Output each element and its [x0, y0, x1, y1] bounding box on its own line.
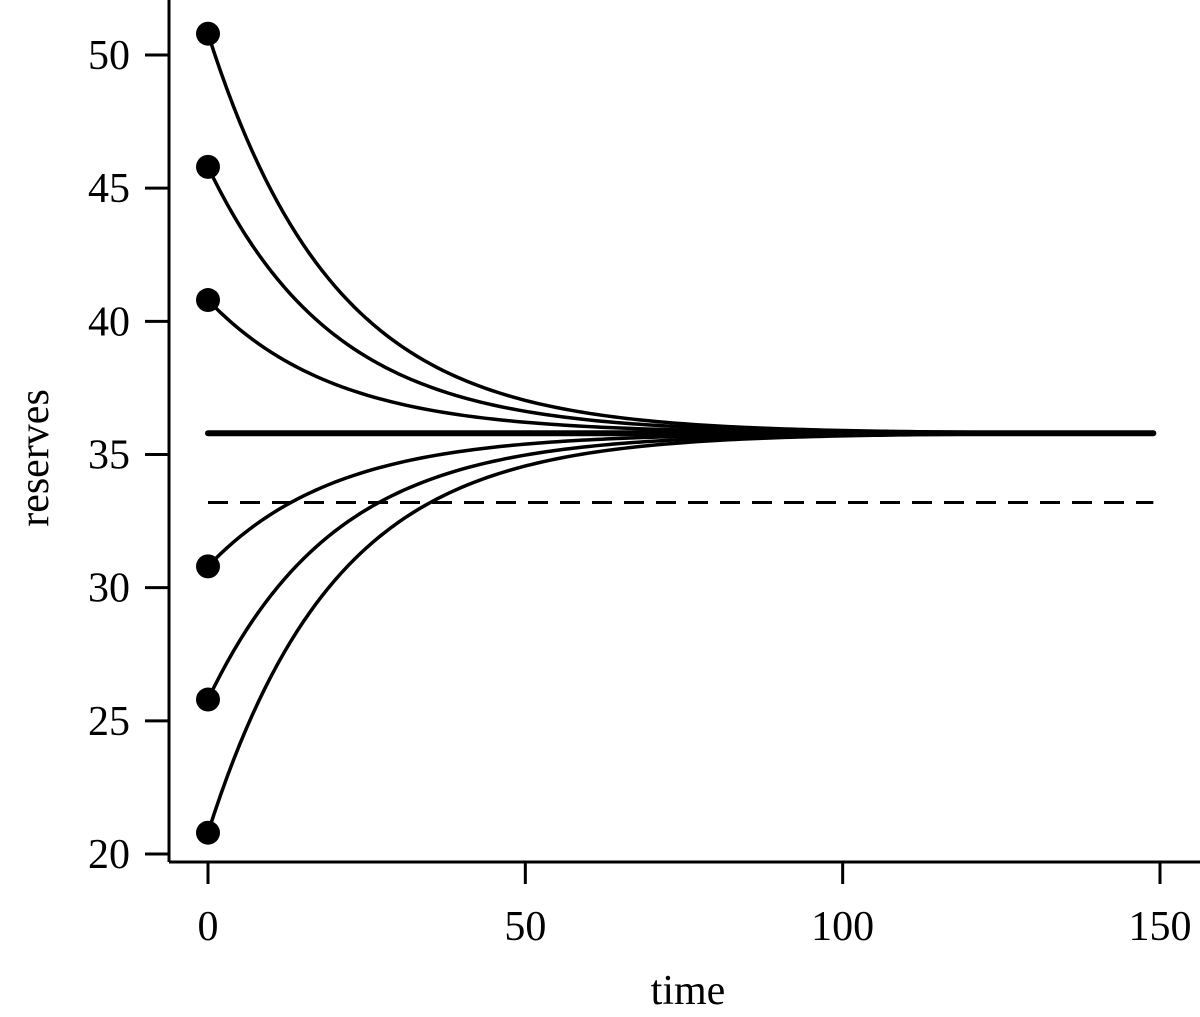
- trajectory-line-6: [206, 431, 1148, 834]
- x-ticks: 0 50 100 150: [198, 862, 1192, 950]
- y-axis-title: reserves: [12, 389, 58, 527]
- y-tick-label: 45: [88, 166, 130, 212]
- y-tick-label: 25: [88, 699, 130, 745]
- y-tick-label: 35: [88, 433, 130, 479]
- x-axis-title: time: [651, 968, 726, 1014]
- start-point-4: [196, 554, 220, 579]
- plot-points: [196, 21, 220, 845]
- y-tick-label: 40: [88, 299, 130, 345]
- trajectory-line-3: [206, 298, 1148, 435]
- y-tick-label: 20: [88, 832, 130, 878]
- x-tick-label: 150: [1129, 904, 1192, 950]
- y-ticks: 20 25 30 35 40 45 50: [88, 33, 169, 878]
- x-tick-label: 100: [811, 904, 874, 950]
- plot-lines: [205, 33, 1157, 834]
- x-tick-label: 0: [198, 904, 219, 950]
- y-tick-label: 50: [88, 33, 130, 79]
- x-tick-label: 50: [504, 904, 546, 950]
- axes: [167, 0, 1200, 864]
- y-tick-label: 30: [88, 566, 130, 612]
- start-point-6: [196, 820, 220, 845]
- start-point-1: [196, 21, 220, 46]
- trajectory-line-4: [206, 431, 1148, 568]
- start-point-2: [196, 154, 220, 179]
- start-point-3: [196, 288, 220, 313]
- start-point-5: [196, 687, 220, 712]
- trajectory-line-1: [206, 33, 1148, 435]
